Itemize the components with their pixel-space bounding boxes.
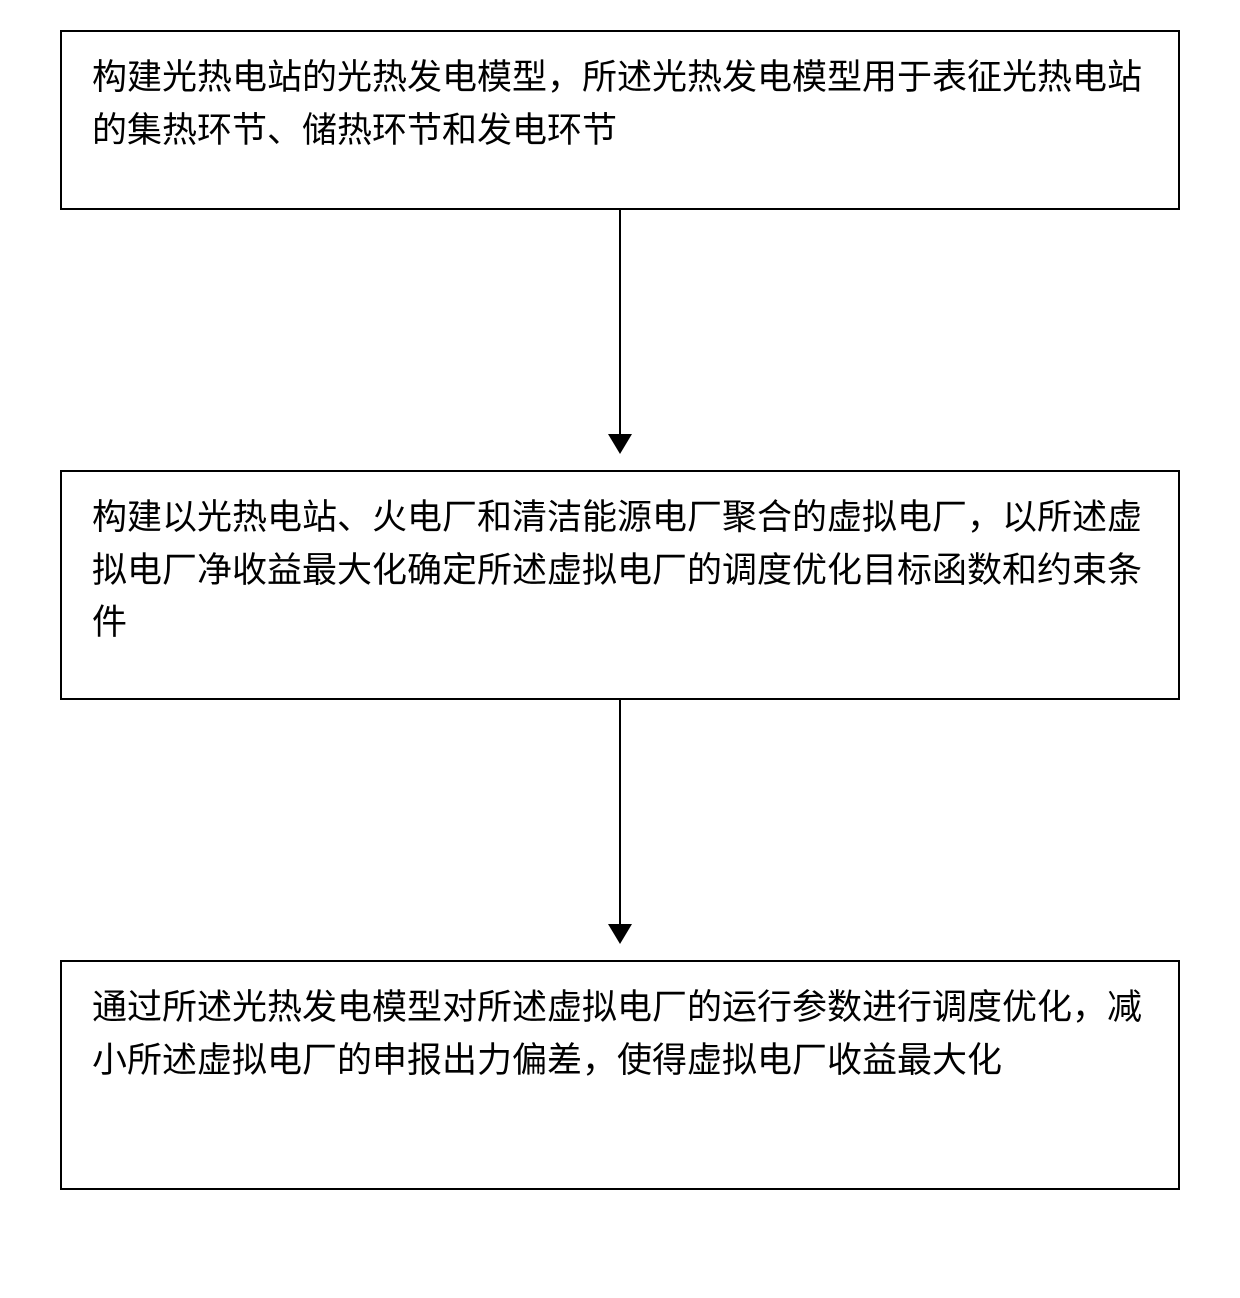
flowchart-arrow-2 [619,700,621,942]
node-3-text: 通过所述光热发电模型对所述虚拟电厂的运行参数进行调度优化，减小所述虚拟电厂的申报… [92,982,1148,1087]
flowchart-node-1: 构建光热电站的光热发电模型，所述光热发电模型用于表征光热电站的集热环节、储热环节… [60,30,1180,210]
node-1-text: 构建光热电站的光热发电模型，所述光热发电模型用于表征光热电站的集热环节、储热环节… [92,52,1148,157]
flowchart-node-2: 构建以光热电站、火电厂和清洁能源电厂聚合的虚拟电厂，以所述虚拟电厂净收益最大化确… [60,470,1180,700]
node-2-text: 构建以光热电站、火电厂和清洁能源电厂聚合的虚拟电厂，以所述虚拟电厂净收益最大化确… [92,492,1148,650]
flowchart-node-3: 通过所述光热发电模型对所述虚拟电厂的运行参数进行调度优化，减小所述虚拟电厂的申报… [60,960,1180,1190]
flowchart-arrow-1 [619,210,621,452]
flowchart-container: 构建光热电站的光热发电模型，所述光热发电模型用于表征光热电站的集热环节、储热环节… [0,0,1240,1298]
